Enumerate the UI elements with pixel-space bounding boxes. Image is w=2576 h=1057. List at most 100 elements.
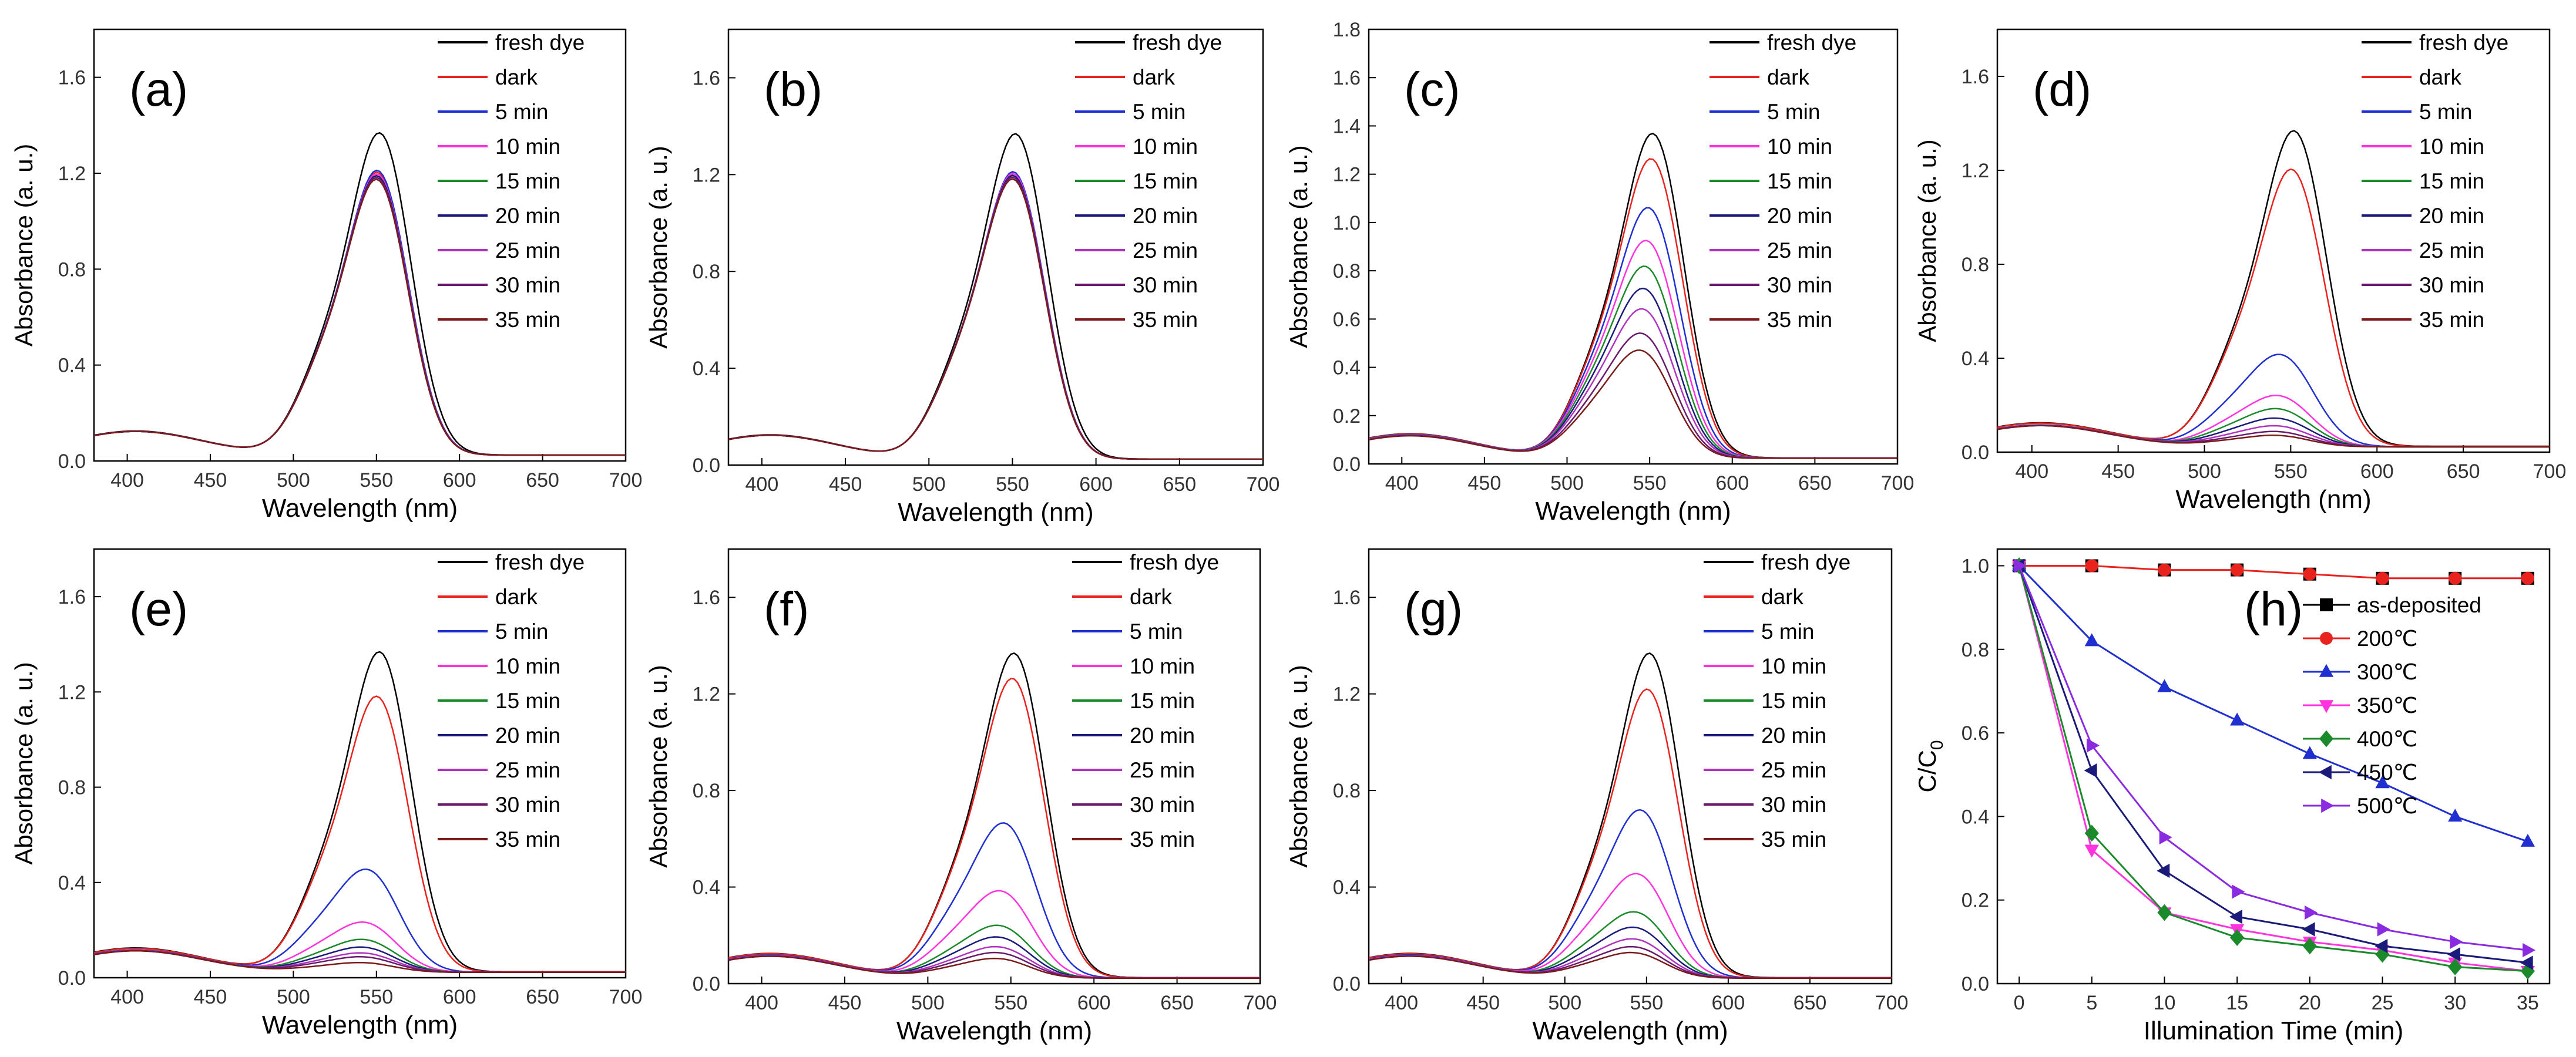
x-tick-label: 550 xyxy=(2274,460,2308,483)
x-tick-label: 650 xyxy=(2447,460,2480,483)
y-axis-label: Absorbance (a. u.) xyxy=(644,146,672,349)
series-500--point xyxy=(2305,905,2318,920)
y-tick-label: 0.4 xyxy=(1962,348,1989,370)
x-tick-label: 600 xyxy=(443,469,476,492)
x-tick-label: 700 xyxy=(1247,473,1280,496)
legend-label: dark xyxy=(1767,65,1809,89)
x-tick-label: 400 xyxy=(110,469,144,492)
x-tick-label: 700 xyxy=(609,986,643,1008)
x-tick-label: 700 xyxy=(1244,992,1277,1014)
panel-g: 400 450 500 550 600 650 700 0.0 0.4 0.8 1.2 1.6 Wave… xyxy=(1285,548,1909,1045)
x-tick-label: 700 xyxy=(609,469,643,492)
legend-label: 10 min xyxy=(495,134,560,159)
series-300--point xyxy=(2448,809,2463,822)
legend-label: 35 min xyxy=(1761,827,1826,851)
y-axis-label: C/C0 xyxy=(1913,740,1947,792)
panel-h: 0 5 10 15 20 25 30 35 0.0 0.2 0.4 0.6 0.8 1.0 Illumina… xyxy=(1913,548,2551,1045)
legend-label: 15 min xyxy=(495,169,560,193)
y-tick-label: 1.6 xyxy=(58,67,86,89)
y-tick-label: 1.2 xyxy=(1333,164,1361,186)
panel-label: (c) xyxy=(1404,63,1460,116)
series-200--point xyxy=(2303,567,2316,581)
x-tick-label: 500 xyxy=(2188,460,2221,483)
series-line-10-min xyxy=(728,890,1260,979)
legend-label: 35 min xyxy=(1767,308,1832,332)
y-tick-label: 1.0 xyxy=(1962,555,1989,577)
series-200--point xyxy=(2085,559,2098,573)
panel-label: (e) xyxy=(129,583,188,636)
y-tick-label: 0.8 xyxy=(1333,260,1361,282)
x-tick-label: 700 xyxy=(1875,992,1909,1014)
x-tick-label: 600 xyxy=(1715,472,1749,494)
legend-label: 30 min xyxy=(1133,273,1198,297)
panel-b: 400 450 500 550 600 650 700 0.0 0.4 0.8 1.2 1.6 Wave… xyxy=(644,28,1280,527)
x-axis-label: Wavelength (nm) xyxy=(896,1016,1092,1045)
legend-marker xyxy=(2320,632,2333,645)
legend-label: fresh dye xyxy=(1767,31,1856,55)
series-400--point xyxy=(2520,962,2535,979)
legend-label: 10 min xyxy=(2419,134,2484,159)
panel-c: 400 450 500 550 600 650 700 0.0 0.2 0.4 0.6 0.8 1.0 1… xyxy=(1285,19,1914,526)
series-line-15-min xyxy=(728,924,1260,979)
y-tick-label: 0.4 xyxy=(58,872,86,894)
x-tick-label: 500 xyxy=(1548,992,1581,1014)
legend-label: 10 min xyxy=(1133,134,1198,159)
series-line-5-min xyxy=(1997,354,2550,447)
panel-e: 400 450 500 550 600 650 700 0.0 0.4 0.8 1.2 1.6 Wave… xyxy=(10,548,643,1039)
y-tick-label: 1.6 xyxy=(693,587,720,609)
legend-label: 30 min xyxy=(1761,793,1826,817)
plot-frame xyxy=(727,548,1261,985)
legend-label: 25 min xyxy=(495,238,560,262)
x-tick-label: 450 xyxy=(1468,472,1502,494)
series-300--point xyxy=(2084,633,2099,647)
y-tick-label: 0.2 xyxy=(1962,890,1989,912)
legend-label: 20 min xyxy=(1133,204,1198,228)
series-450--point xyxy=(2375,938,2388,954)
panel-d: 400 450 500 550 600 650 700 0.0 0.4 0.8 1.2 1.6 Wave… xyxy=(1913,28,2566,514)
x-tick-label: 35 xyxy=(2517,992,2539,1014)
x-tick-label: 600 xyxy=(2360,460,2394,483)
series-line-10-min xyxy=(1997,395,2550,448)
series-300--line xyxy=(2019,565,2528,843)
legend-label: fresh dye xyxy=(2419,31,2508,55)
y-tick-label: 0.0 xyxy=(1333,973,1361,995)
x-tick-label: 5 xyxy=(2086,992,2097,1014)
plot-frame xyxy=(1368,28,1899,465)
x-tick-label: 450 xyxy=(1466,992,1500,1014)
legend-marker xyxy=(2321,798,2335,813)
x-tick-label: 25 xyxy=(2372,992,2394,1014)
series-500--point xyxy=(2159,830,2172,845)
legend-marker xyxy=(2319,700,2334,713)
plot-frame xyxy=(1368,548,1893,985)
x-tick-label: 30 xyxy=(2444,992,2466,1014)
legend-label: 20 min xyxy=(2419,204,2484,228)
y-axis-label-sub: 0 xyxy=(1927,740,1947,750)
legend-label: dark xyxy=(2419,65,2461,89)
spectra xyxy=(1369,652,1892,979)
x-tick-label: 650 xyxy=(1794,992,1827,1014)
legend-label: 25 min xyxy=(1767,238,1832,262)
legend-label: 10 min xyxy=(495,654,560,678)
series-400--point xyxy=(2448,958,2463,975)
y-tick-label: 1.2 xyxy=(693,684,720,706)
x-tick-label: 450 xyxy=(829,473,862,496)
y-tick-label: 0.0 xyxy=(58,967,86,989)
x-axis-label: Wavelength (nm) xyxy=(1532,1016,1728,1045)
x-tick-label: 650 xyxy=(1163,473,1196,496)
legend-label: fresh dye xyxy=(1130,550,1219,574)
y-tick-label: 0.8 xyxy=(58,258,86,281)
series-450--point xyxy=(2229,910,2242,924)
x-tick-label: 550 xyxy=(360,469,393,492)
y-tick-label: 0.4 xyxy=(693,358,720,380)
legend-label: 20 min xyxy=(495,204,560,228)
legend-label: 5 min xyxy=(1133,100,1185,124)
legend-label: 5 min xyxy=(1761,620,1814,644)
legend-marker xyxy=(2319,664,2334,677)
x-tick-label: 500 xyxy=(277,469,310,492)
series-line-15-min xyxy=(94,938,626,974)
y-tick-label: 0.4 xyxy=(58,355,86,377)
legend-label: 25 min xyxy=(1761,758,1826,782)
x-tick-label: 450 xyxy=(828,992,862,1014)
y-tick-label: 0.8 xyxy=(1962,639,1989,661)
y-tick-label: 0.4 xyxy=(1333,877,1361,899)
